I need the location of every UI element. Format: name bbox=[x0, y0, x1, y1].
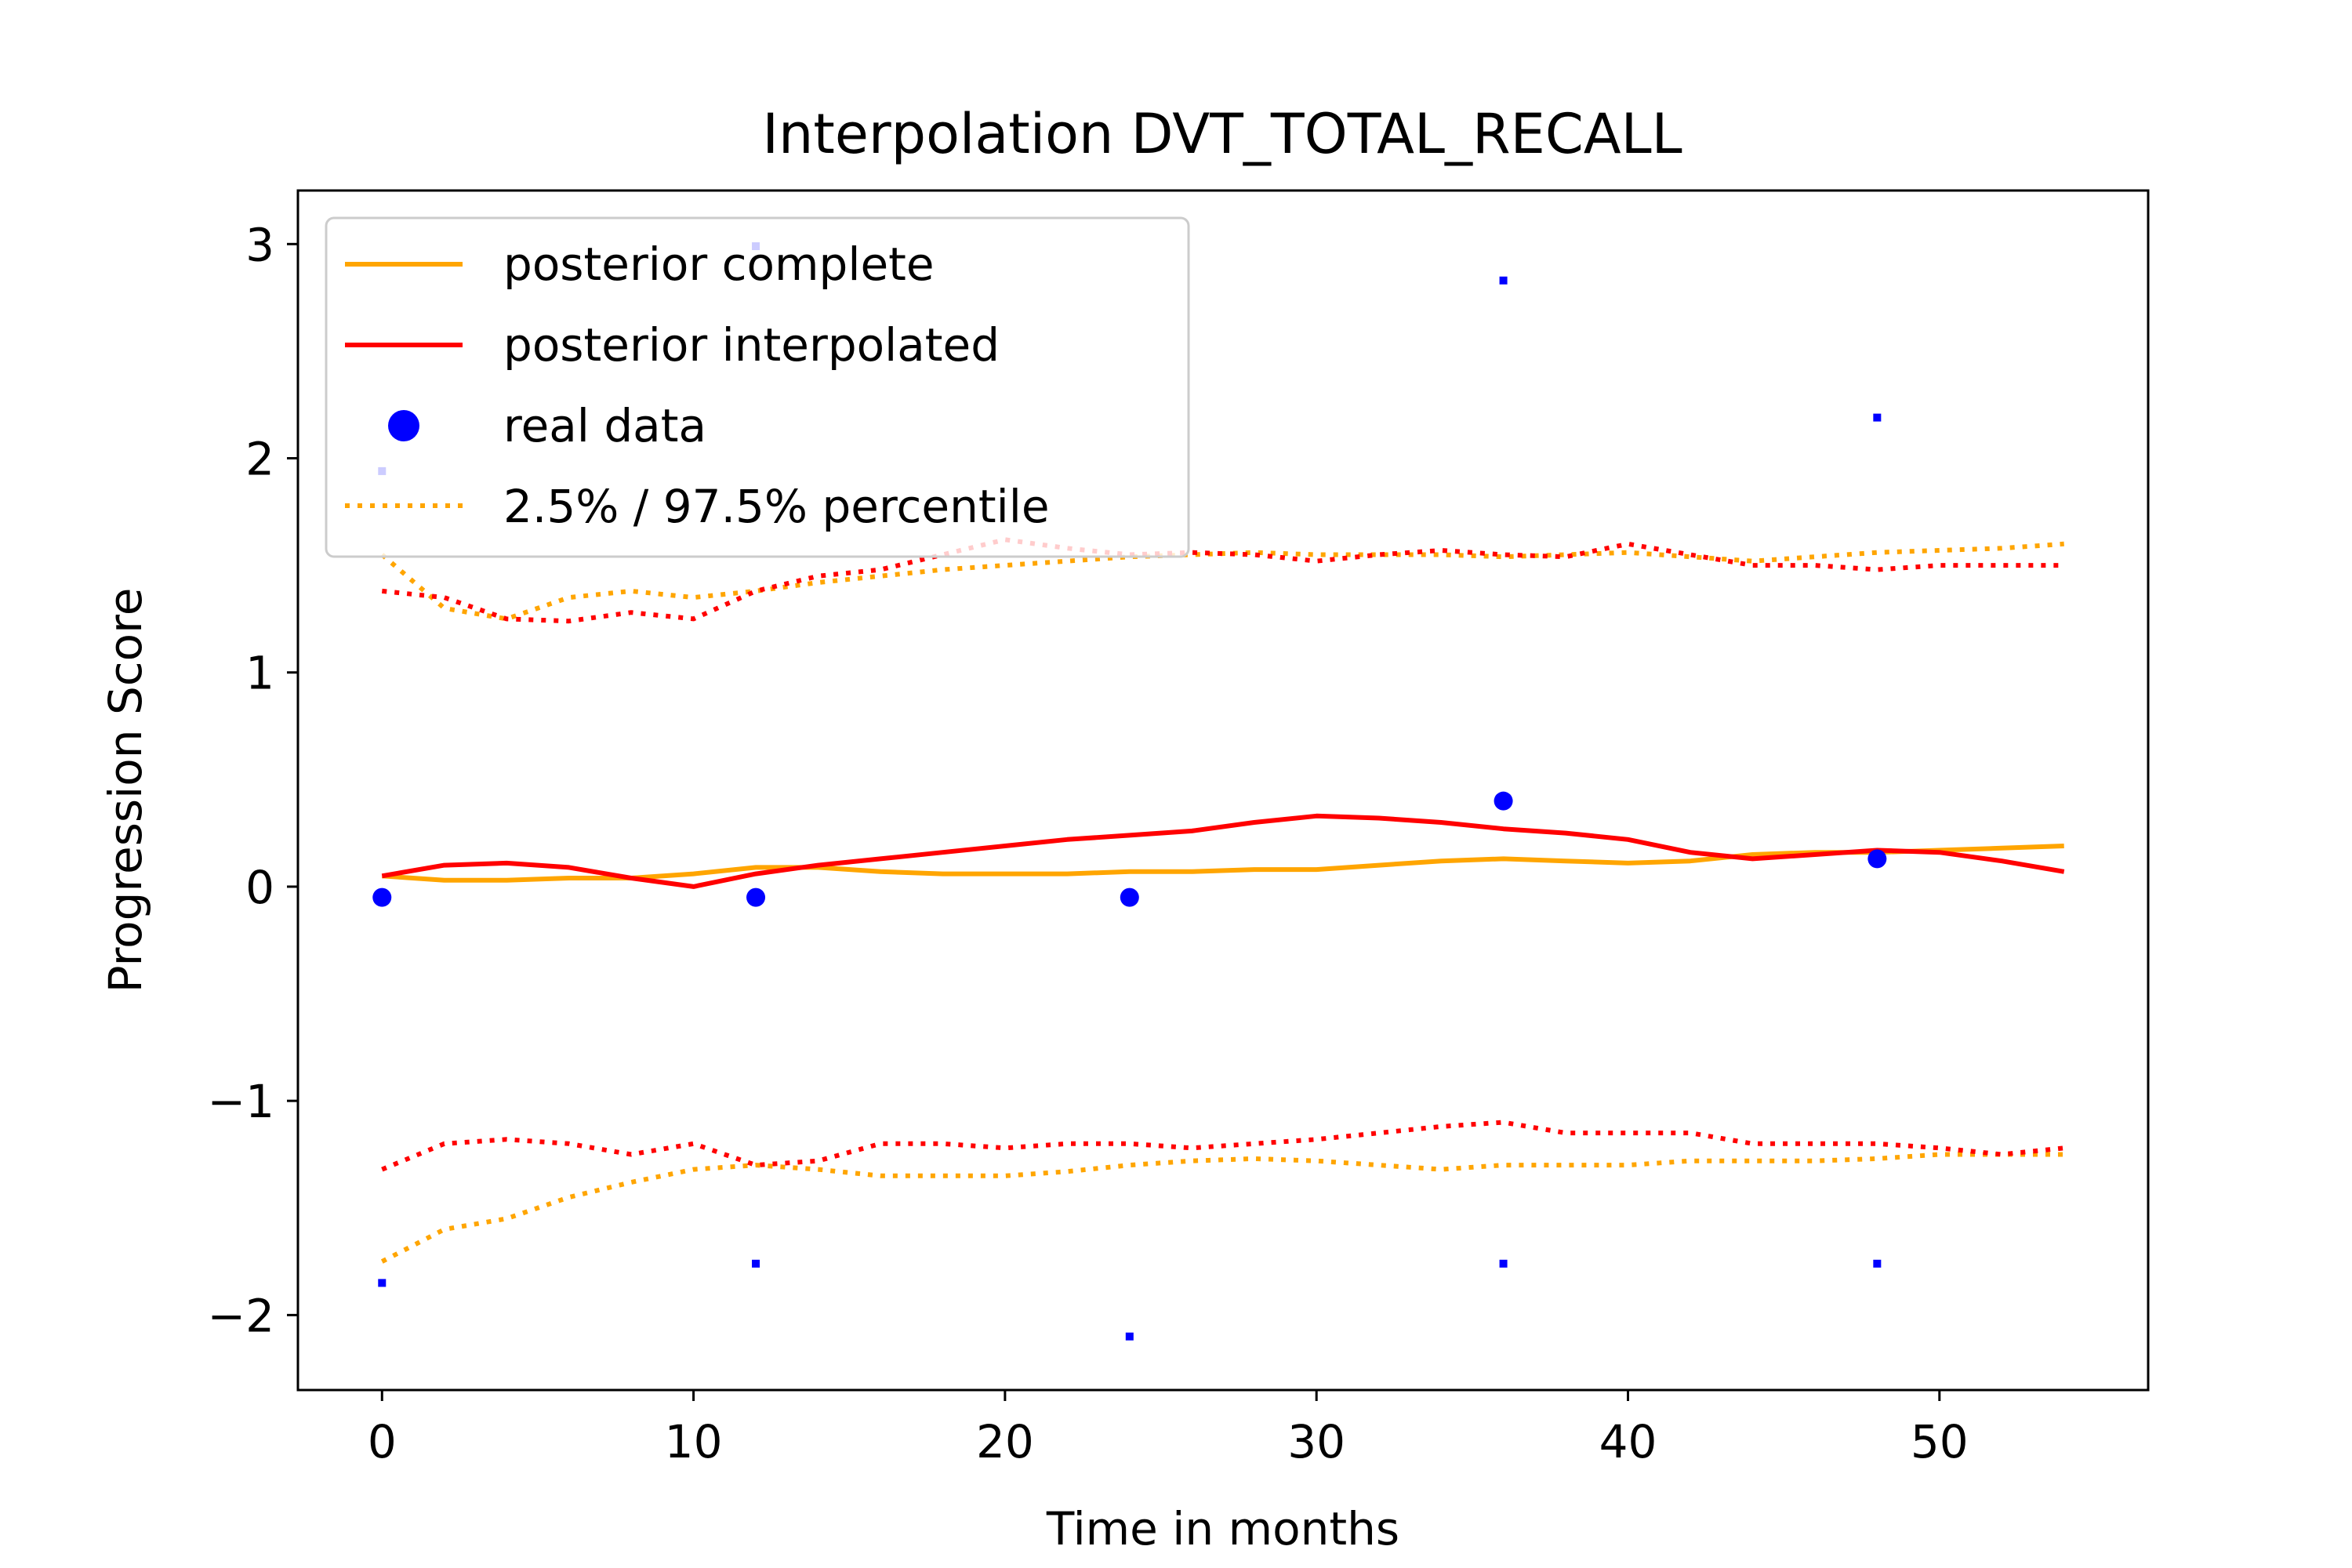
data-point-real-data-lower-bounds bbox=[1125, 1332, 1134, 1341]
data-point-real-data-lower-bounds bbox=[1499, 1259, 1508, 1268]
data-point-real-data bbox=[746, 887, 766, 907]
data-point-real-data bbox=[1867, 849, 1887, 869]
x-tick-label: 0 bbox=[368, 1415, 397, 1468]
x-tick-label: 40 bbox=[1599, 1415, 1657, 1468]
legend-frame bbox=[325, 216, 1190, 558]
chart-title: Interpolation DVT_TOTAL_RECALL bbox=[762, 102, 1682, 166]
data-point-real-data-lower-bounds bbox=[378, 1279, 387, 1287]
legend: posterior complete posterior interpolate… bbox=[325, 216, 1190, 558]
x-tick-label: 50 bbox=[1911, 1415, 1969, 1468]
series-line-posterior-interpolated bbox=[381, 813, 2065, 889]
y-tick-label: 2 bbox=[245, 433, 274, 486]
legend-label-real-data: real data bbox=[503, 399, 706, 452]
data-point-real-data bbox=[1494, 791, 1513, 811]
y-axis: −2 −1 0 1 2 3 bbox=[208, 218, 298, 1342]
x-tick-label: 10 bbox=[665, 1415, 723, 1468]
plot-frame bbox=[296, 189, 2150, 1392]
y-tick-label: 1 bbox=[245, 647, 274, 700]
x-axis-label: Time in months bbox=[1046, 1502, 1399, 1555]
series-line-posterior-interpolated-2-5-percentile bbox=[381, 1120, 2065, 1172]
legend-label-posterior-interpolated: posterior interpolated bbox=[503, 318, 1000, 372]
data-point-real-data bbox=[1120, 887, 1139, 907]
data-point-real-data-upper-bounds bbox=[1873, 413, 1882, 422]
y-tick-label: −1 bbox=[208, 1075, 275, 1128]
x-tick-label: 30 bbox=[1287, 1415, 1345, 1468]
x-axis: 0 10 20 30 40 50 bbox=[368, 1390, 1969, 1468]
series-line-posterior-complete-97-5-percentile bbox=[380, 541, 2064, 622]
y-tick-label: 0 bbox=[245, 861, 274, 914]
x-tick-label: 20 bbox=[976, 1415, 1034, 1468]
legend-label-percentile: 2.5% / 97.5% percentile bbox=[503, 480, 1050, 533]
y-tick-label: 3 bbox=[245, 218, 274, 271]
y-tick-label: −2 bbox=[208, 1289, 275, 1342]
data-point-real-data-lower-bounds bbox=[752, 1259, 760, 1268]
series-layer bbox=[372, 242, 2065, 1341]
data-point-real-data-lower-bounds bbox=[1873, 1259, 1882, 1268]
data-point-real-data bbox=[372, 887, 392, 907]
legend-label-posterior-complete: posterior complete bbox=[503, 238, 935, 291]
series-line-posterior-complete bbox=[382, 844, 2064, 883]
data-point-real-data-upper-bounds bbox=[1499, 276, 1508, 285]
series-line-posterior-complete-2-5-percentile bbox=[380, 1152, 2064, 1264]
y-axis-label: Progression Score bbox=[99, 588, 152, 993]
legend-swatch-real-data bbox=[388, 410, 419, 441]
